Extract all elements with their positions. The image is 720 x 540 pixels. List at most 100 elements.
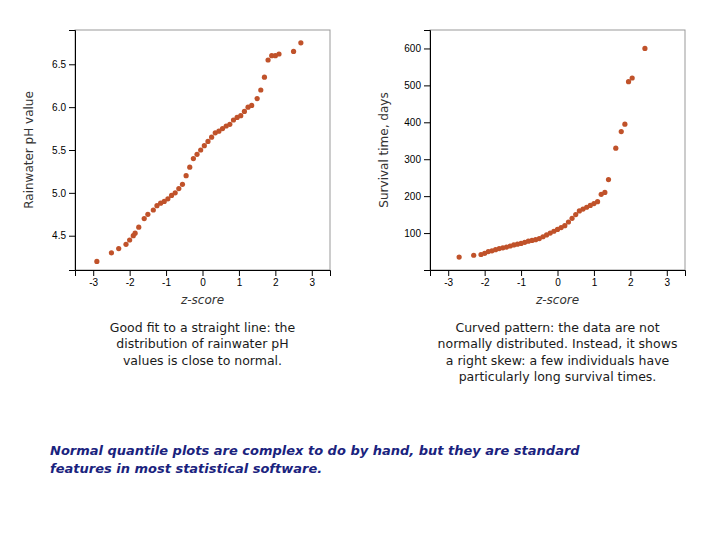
tick-label: 300 xyxy=(404,154,421,165)
tick: -2 xyxy=(126,270,135,288)
tick-mark xyxy=(594,270,595,276)
tick: 2 xyxy=(628,270,634,288)
point xyxy=(133,231,138,236)
tick: 300 xyxy=(404,154,430,165)
plot: -3-2-101234.55.05.56.06.5z-scoreRainwate… xyxy=(22,30,331,307)
point xyxy=(602,190,607,195)
x-axis-title: z-score xyxy=(535,293,579,307)
tick-mark xyxy=(424,196,430,197)
footer: Normal quantile plots are complex to do … xyxy=(50,443,580,476)
tick-label: -1 xyxy=(517,277,526,288)
y-axis-title: Survival time, days xyxy=(377,92,391,207)
tick-label: 4.5 xyxy=(52,230,66,241)
point xyxy=(471,253,476,258)
axis-line xyxy=(76,271,331,277)
plot: -3-2-10123100200300400500600z-scoreSurvi… xyxy=(377,30,686,307)
point xyxy=(202,143,207,148)
point xyxy=(626,79,631,84)
y-axis: 4.55.05.56.06.5 xyxy=(52,31,75,271)
point xyxy=(198,147,203,152)
point xyxy=(151,207,156,212)
point xyxy=(136,225,141,230)
tick-label: 3 xyxy=(310,277,316,288)
point xyxy=(291,49,296,54)
tick-mark xyxy=(275,270,276,276)
tick: 0 xyxy=(200,270,206,288)
tick-mark xyxy=(424,48,430,49)
point xyxy=(606,177,611,182)
tick-mark xyxy=(130,270,131,276)
tick-mark xyxy=(424,122,430,123)
tick-mark xyxy=(485,270,486,276)
tick: -1 xyxy=(162,270,171,288)
point xyxy=(566,219,571,224)
tick-label: 1 xyxy=(237,277,243,288)
point xyxy=(109,250,114,255)
tick-mark xyxy=(521,270,522,276)
tick-label: -2 xyxy=(481,277,490,288)
point xyxy=(619,129,624,134)
tick-label: 600 xyxy=(404,43,421,54)
point xyxy=(562,223,567,228)
point xyxy=(642,46,647,51)
x-axis: -3-2-10123 xyxy=(76,270,331,288)
y-axis: 100 200 300 400 500 600 xyxy=(404,31,430,271)
caption: Curved pattern: the data are notnormally… xyxy=(438,320,678,384)
tick-mark xyxy=(424,233,430,234)
tick-mark xyxy=(667,270,668,276)
point xyxy=(249,103,254,108)
tick: 1 xyxy=(592,270,598,288)
point xyxy=(184,173,189,178)
point xyxy=(265,57,270,62)
point xyxy=(145,212,150,217)
tick: 100 xyxy=(404,228,430,239)
point xyxy=(613,146,618,151)
tick-label: 500 xyxy=(404,80,421,91)
tick-mark xyxy=(69,64,75,65)
point xyxy=(142,216,147,221)
tick-mark xyxy=(424,85,430,86)
point xyxy=(94,259,99,264)
tick-mark xyxy=(203,270,204,276)
tick-mark xyxy=(630,270,631,276)
tick: 0 xyxy=(555,270,561,288)
tick-mark xyxy=(69,107,75,108)
tick-mark xyxy=(558,270,559,276)
tick: -3 xyxy=(89,270,98,288)
tick: 200 xyxy=(404,191,430,202)
plot-frame xyxy=(430,30,685,270)
tick: 5.0 xyxy=(52,188,75,199)
points xyxy=(94,40,303,264)
tick: 600 xyxy=(404,43,430,54)
figure: -3-2-101234.55.05.56.06.5z-scoreRainwate… xyxy=(0,0,720,540)
point xyxy=(255,96,260,101)
tick-label: -3 xyxy=(444,277,453,288)
tick: -3 xyxy=(444,270,453,288)
axis-line xyxy=(69,31,76,271)
axis-line xyxy=(424,31,431,271)
plot-frame xyxy=(75,30,330,270)
point xyxy=(630,75,635,80)
tick: 500 xyxy=(404,80,430,91)
point xyxy=(191,156,196,161)
tick-mark xyxy=(239,270,240,276)
tick-label: 200 xyxy=(404,191,421,202)
caption: Good fit to a straight line: thedistribu… xyxy=(110,320,296,368)
tick-mark xyxy=(69,150,75,151)
point xyxy=(622,122,627,127)
point xyxy=(116,246,121,251)
tick-mark xyxy=(69,236,75,237)
tick-label: 0 xyxy=(200,277,206,288)
tick-mark xyxy=(69,193,75,194)
point xyxy=(262,75,267,80)
tick: -2 xyxy=(481,270,490,288)
tick: 1 xyxy=(237,270,243,288)
tick-label: 100 xyxy=(404,228,421,239)
point xyxy=(227,122,232,127)
tick-label: 5.0 xyxy=(52,188,66,199)
point xyxy=(573,212,578,217)
tick-label: 400 xyxy=(404,117,421,128)
tick: 3 xyxy=(310,270,316,288)
point xyxy=(238,113,243,118)
tick: 400 xyxy=(404,117,430,128)
